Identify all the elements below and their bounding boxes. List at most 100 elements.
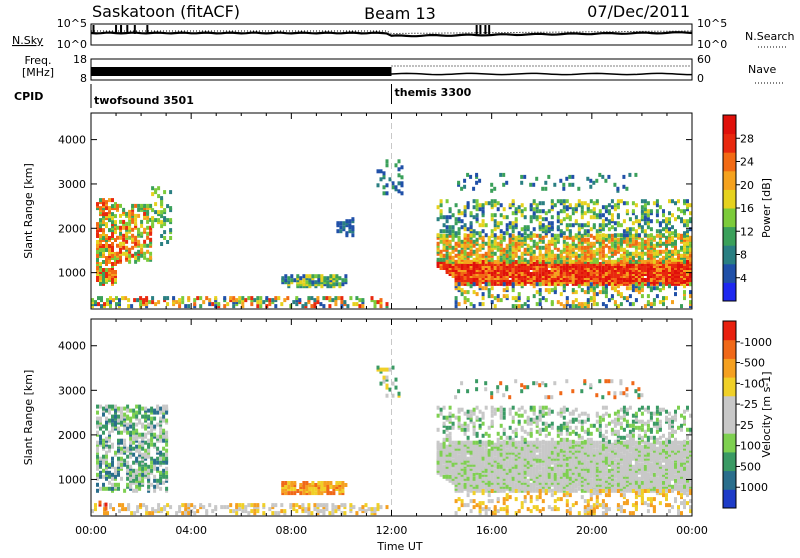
range-cell [520, 181, 523, 185]
range-cell [533, 250, 536, 254]
range-cell [620, 223, 623, 227]
range-cell [147, 423, 150, 427]
range-cell [464, 227, 467, 231]
range-cell [99, 268, 102, 272]
range-cell [512, 229, 515, 233]
range-cell [683, 260, 686, 264]
range-cell [268, 507, 271, 511]
range-cell [111, 262, 114, 266]
range-cell [674, 229, 677, 233]
range-cell [548, 246, 551, 250]
range-cell [623, 256, 626, 260]
range-cell [515, 304, 518, 308]
range-cell [99, 282, 102, 286]
range-cell [265, 296, 268, 300]
range-cell [650, 278, 653, 282]
range-cell [569, 256, 572, 260]
range-cell [521, 213, 524, 217]
range-cell [141, 467, 144, 471]
range-cell [455, 217, 458, 221]
range-cell [250, 302, 253, 306]
range-cell [470, 457, 473, 461]
range-cell [686, 203, 689, 207]
range-cell [124, 507, 127, 511]
range-cell [120, 447, 123, 451]
range-cell [131, 228, 134, 232]
range-cell [674, 240, 677, 244]
range-cell [96, 483, 99, 487]
range-cell [527, 234, 530, 238]
range-cell [156, 483, 159, 487]
range-cell [135, 449, 138, 453]
range-cell [115, 302, 118, 306]
range-cell [144, 449, 147, 453]
range-cell [467, 298, 470, 302]
range-cell [102, 475, 105, 479]
range-cell [623, 270, 626, 274]
range-cell [144, 425, 147, 429]
range-cell [160, 234, 163, 238]
range-cell [485, 223, 488, 227]
range-cell [668, 211, 671, 215]
range-cell [108, 218, 111, 222]
range-cell [336, 221, 339, 225]
range-cell [596, 199, 599, 203]
range-cell [581, 201, 584, 205]
range-cell [250, 503, 253, 507]
range-cell [135, 429, 138, 433]
range-cell [281, 481, 284, 485]
range-cell [455, 231, 458, 235]
range-cell [137, 208, 140, 212]
range-cell [136, 298, 139, 302]
range-cell [509, 233, 512, 237]
range-cell [340, 296, 343, 300]
range-cell [532, 183, 535, 187]
range-cell [463, 185, 466, 189]
range-cell [614, 250, 617, 254]
range-cell [545, 229, 548, 233]
range-cell [105, 437, 108, 441]
range-cell [644, 304, 647, 308]
range-cell [638, 256, 641, 260]
range-cell [533, 244, 536, 248]
range-cell [644, 207, 647, 211]
colorbar-segment [723, 115, 736, 134]
range-cell [223, 296, 226, 300]
range-cell [150, 461, 153, 465]
range-cell [611, 260, 614, 264]
range-cell [473, 250, 476, 254]
range-cell [304, 507, 307, 511]
range-cell [455, 300, 458, 304]
range-cell [398, 159, 401, 163]
range-cell [482, 441, 485, 445]
range-cell [536, 302, 539, 306]
range-cell [523, 175, 526, 179]
range-cell [653, 286, 656, 290]
range-cell [295, 509, 298, 513]
range-cell [620, 238, 623, 242]
range-cell [134, 218, 137, 222]
range-cell [632, 240, 635, 244]
range-cell [119, 248, 122, 252]
range-cell [653, 298, 656, 302]
range-cell [521, 203, 524, 207]
range-cell [139, 296, 142, 300]
range-cell [262, 300, 265, 304]
range-cell [443, 229, 446, 233]
range-cell [150, 443, 153, 447]
range-cell [662, 219, 665, 223]
range-cell [467, 290, 470, 294]
range-cell [105, 405, 108, 409]
range-cell [148, 511, 151, 515]
range-cell [482, 461, 485, 465]
range-cell [398, 189, 401, 193]
range-cell [611, 238, 614, 242]
range-cell [129, 417, 132, 421]
range-cell [111, 473, 114, 477]
range-cell [440, 229, 443, 233]
range-cell [292, 507, 295, 511]
range-cell [536, 260, 539, 264]
range-cell [139, 302, 142, 306]
range-cell [509, 203, 512, 207]
range-cell [311, 489, 314, 493]
